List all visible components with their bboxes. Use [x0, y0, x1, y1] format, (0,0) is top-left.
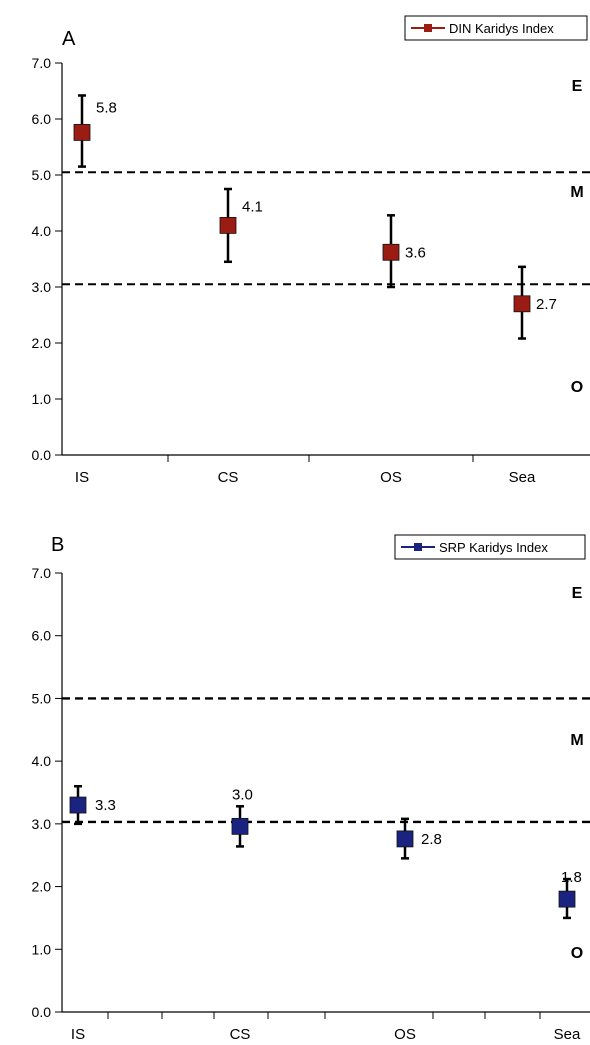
data-label: 3.0: [232, 786, 253, 803]
legend-label: SRP Karidys Index: [439, 540, 548, 555]
y-tick-label: 6.0: [32, 111, 52, 127]
data-label: 3.6: [405, 244, 426, 261]
zone-label-m: M: [570, 732, 583, 749]
y-tick-label: 5.0: [32, 167, 52, 183]
y-tick-label: 3.0: [32, 816, 52, 832]
zone-label-e: E: [572, 585, 583, 602]
y-tick-label: 1.0: [32, 391, 52, 407]
y-tick-label: 2.0: [32, 335, 52, 351]
zone-label-o: O: [571, 379, 583, 396]
y-tick-label: 6.0: [32, 628, 52, 644]
chart-panel-b: B 0.0 1.0 2.0 3.0 4.0 5.0 6.0 7.0 E M O IS CS OS Sea 3.3…: [32, 534, 590, 1043]
data-label: 5.8: [96, 99, 117, 116]
data-point: [396, 830, 414, 848]
data-point: [382, 243, 400, 261]
y-tick-label: 2.0: [32, 879, 52, 895]
panel-label: A: [62, 28, 76, 50]
data-point: [513, 295, 531, 313]
chart-panel-a: A 0.0 1.0 2.0 3.0 4.0 5.0 6.0 7.0 E M O IS CS OS Sea 5.8…: [32, 15, 590, 486]
x-category-label: IS: [71, 1026, 85, 1043]
y-tick-label: 7.0: [32, 565, 52, 581]
y-tick-label: 5.0: [32, 690, 52, 706]
x-category-label: OS: [380, 469, 402, 486]
y-tick-label: 4.0: [32, 223, 52, 239]
data-point: [231, 817, 249, 835]
zone-label-e: E: [572, 78, 583, 95]
y-tick-label: 0.0: [32, 1004, 52, 1020]
x-category-label: CS: [230, 1026, 251, 1043]
data-point: [73, 124, 91, 141]
y-tick-label: 1.0: [32, 941, 52, 957]
data-label: 2.7: [536, 296, 557, 313]
data-point: [219, 216, 237, 234]
data-point: [69, 796, 87, 814]
legend-marker: [414, 543, 422, 551]
legend-marker: [424, 24, 432, 32]
y-tick-label: 7.0: [32, 55, 52, 71]
data-label: 2.8: [421, 831, 442, 848]
y-tick-label: 0.0: [32, 447, 52, 463]
x-category-label: OS: [394, 1026, 416, 1043]
x-category-label: Sea: [554, 1026, 581, 1043]
data-point: [558, 890, 576, 908]
panel-label: B: [51, 534, 64, 556]
legend-box: [394, 534, 586, 560]
zone-label-o: O: [571, 945, 583, 962]
x-category-label: CS: [218, 469, 239, 486]
x-category-label: IS: [75, 469, 89, 486]
y-tick-label: 4.0: [32, 753, 52, 769]
y-tick-label: 3.0: [32, 279, 52, 295]
data-label: 1.8: [561, 869, 582, 886]
x-category-label: Sea: [509, 469, 536, 486]
legend-label: DIN Karidys Index: [449, 21, 554, 36]
zone-label-m: M: [570, 184, 583, 201]
data-label: 3.3: [95, 797, 116, 814]
data-label: 4.1: [242, 198, 263, 215]
